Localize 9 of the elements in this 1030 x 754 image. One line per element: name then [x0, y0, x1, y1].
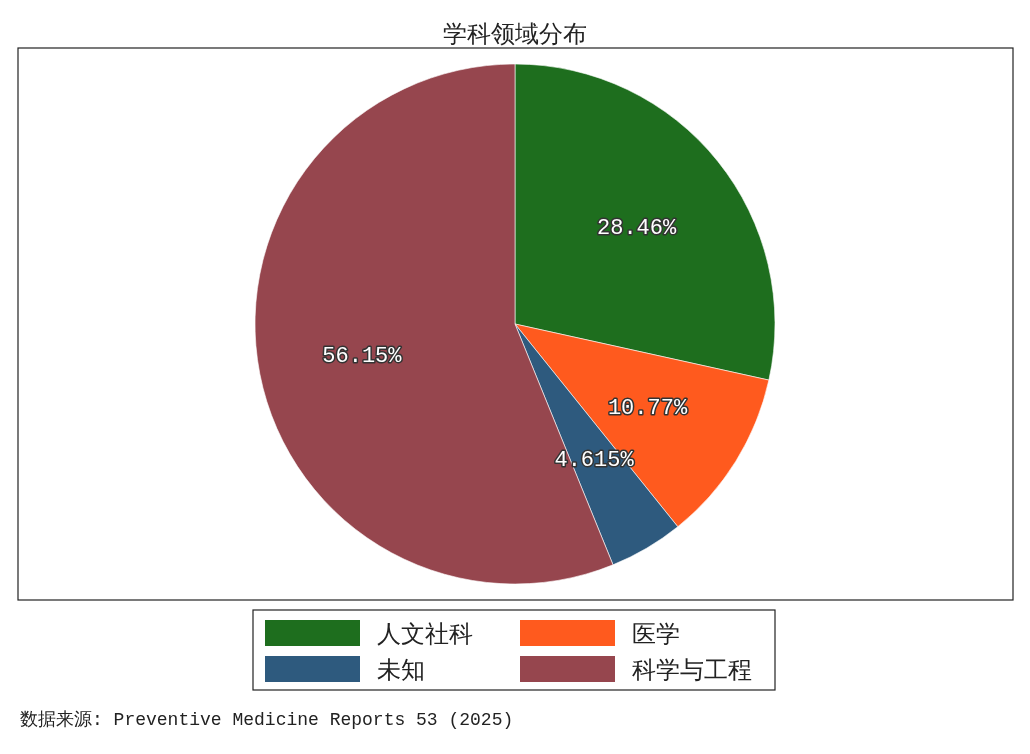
data-label: 28.46%	[597, 216, 678, 242]
source-note: 数据来源: Preventive Medicine Reports 53 (2025)	[20, 710, 514, 730]
data-label: 56.15%	[322, 343, 403, 369]
legend-label: 医学	[632, 621, 680, 647]
legend-label: 人文社科	[377, 621, 473, 647]
data-label: 10.77%	[607, 396, 688, 422]
legend-label: 未知	[377, 657, 425, 683]
chart-title: 学科领域分布	[443, 21, 587, 47]
legend-label: 科学与工程	[632, 657, 752, 683]
